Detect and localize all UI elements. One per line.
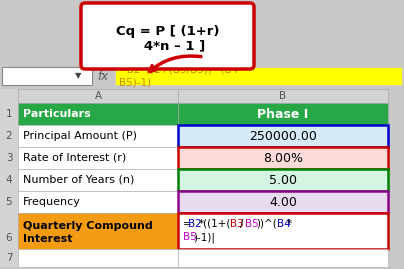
Bar [178, 191, 388, 213]
Bar [178, 169, 388, 191]
Text: Principal Amount (P): Principal Amount (P) [23, 131, 137, 141]
Text: *: * [287, 219, 292, 229]
FancyBboxPatch shape [81, 3, 254, 69]
Text: *((1+(: *((1+( [199, 219, 231, 229]
Bar [18, 89, 178, 103]
Text: ▼: ▼ [75, 72, 81, 80]
Bar [18, 191, 178, 213]
Text: 3: 3 [6, 153, 12, 163]
Text: /: / [240, 219, 244, 229]
Bar [178, 103, 388, 125]
Text: 250000.00: 250000.00 [249, 129, 317, 143]
Text: 4.00: 4.00 [269, 196, 297, 208]
Text: Rate of Interest (r): Rate of Interest (r) [23, 153, 126, 163]
Bar [18, 169, 178, 191]
Bar [178, 89, 388, 103]
Text: 5.00: 5.00 [269, 174, 297, 186]
Text: 2: 2 [6, 131, 12, 141]
Text: 4: 4 [6, 175, 12, 185]
Text: B5: B5 [183, 232, 197, 242]
Bar [18, 213, 178, 249]
Bar [178, 249, 388, 267]
Bar [18, 249, 178, 267]
Text: 6: 6 [6, 233, 12, 243]
Text: Cq = P [ (1+r): Cq = P [ (1+r) [116, 24, 219, 37]
Bar [18, 147, 178, 169]
Text: A: A [95, 91, 101, 101]
Bar [178, 125, 388, 147]
Bar [115, 67, 402, 85]
Text: =: = [183, 219, 192, 229]
Text: =B2*((1+(B3/B5))^(B4*
B5)-1): =B2*((1+(B3/B5))^(B4* B5)-1) [119, 65, 244, 87]
Bar [178, 213, 388, 249]
Text: Number of Years (n): Number of Years (n) [23, 175, 135, 185]
Text: B5: B5 [245, 219, 259, 229]
Text: Interest: Interest [23, 234, 72, 244]
Text: Frequency: Frequency [23, 197, 81, 207]
Text: B4: B4 [277, 219, 290, 229]
Text: Particulars: Particulars [23, 109, 91, 119]
Text: 7: 7 [6, 253, 12, 263]
Bar [178, 191, 388, 213]
Bar [18, 103, 178, 125]
Bar [2, 67, 92, 85]
Bar [178, 147, 388, 169]
Bar [18, 125, 178, 147]
Text: Quarterly Compound: Quarterly Compound [23, 221, 153, 231]
Text: fx: fx [97, 69, 109, 83]
Text: B: B [280, 91, 286, 101]
Text: 8.00%: 8.00% [263, 151, 303, 165]
Text: 1: 1 [6, 109, 12, 119]
Text: )-1)|: )-1)| [194, 232, 215, 243]
Bar [0, 89, 18, 267]
Text: B3: B3 [230, 219, 244, 229]
Bar [178, 213, 388, 249]
Text: 4*n – 1 ]: 4*n – 1 ] [130, 40, 205, 52]
Bar [178, 169, 388, 191]
Bar [178, 147, 388, 169]
Text: 5: 5 [6, 197, 12, 207]
Text: ))^(: ))^( [256, 219, 277, 229]
Bar [178, 125, 388, 147]
Text: Phase I: Phase I [257, 108, 309, 121]
Text: B2: B2 [188, 219, 202, 229]
